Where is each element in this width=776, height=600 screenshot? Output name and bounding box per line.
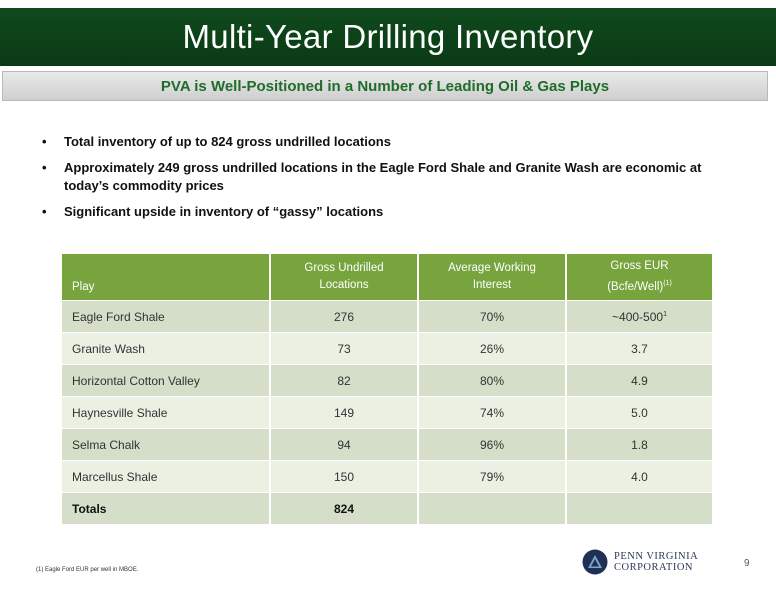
cell-play: Marcellus Shale <box>62 460 271 493</box>
bullet-icon: • <box>42 160 47 175</box>
table-row: Granite Wash 73 26% 3.7 <box>62 332 712 365</box>
logo-line1: PENN VIRGINIA <box>614 551 699 562</box>
cell-interest: 96% <box>418 428 567 461</box>
bullet-item: • Approximately 249 gross undrilled loca… <box>42 159 722 195</box>
bullet-list: • Total inventory of up to 824 gross und… <box>42 133 722 229</box>
footnote: (1) Eagle Ford EUR per well in MBOE. <box>36 567 139 573</box>
company-logo: PENN VIRGINIA CORPORATION <box>582 549 698 575</box>
title-bar: Multi-Year Drilling Inventory <box>0 8 776 66</box>
cell-eur: 5.0 <box>566 396 712 429</box>
cell-eur: 4.9 <box>566 364 712 397</box>
cell-interest: 79% <box>418 460 567 493</box>
cell-eur: 4.0 <box>566 460 712 493</box>
bullet-item: • Total inventory of up to 824 gross und… <box>42 133 722 151</box>
cell-play: Horizontal Cotton Valley <box>62 364 271 397</box>
cell-play: Granite Wash <box>62 332 271 365</box>
cell-eur: 1.8 <box>566 428 712 461</box>
cell-locations: 94 <box>270 428 419 461</box>
column-header-play: Play <box>62 254 271 301</box>
bullet-text: Significant upside in inventory of “gass… <box>64 204 384 219</box>
column-header-interest: Average Working Interest <box>418 254 567 301</box>
cell-interest: 80% <box>418 364 567 397</box>
bullet-text: Approximately 249 gross undrilled locati… <box>64 160 702 193</box>
cell-totals-label: Totals <box>62 492 271 524</box>
bullet-item: • Significant upside in inventory of “ga… <box>42 203 722 221</box>
table-row: Selma Chalk 94 96% 1.8 <box>62 428 712 461</box>
cell-locations: 276 <box>270 300 419 333</box>
cell-eur: 3.7 <box>566 332 712 365</box>
table-row: Haynesville Shale 149 74% 5.0 <box>62 396 712 429</box>
cell-empty <box>566 492 712 524</box>
table-header-row: Play Gross Undrilled Locations Average W… <box>62 254 712 301</box>
cell-empty <box>418 492 567 524</box>
cell-totals-locations: 824 <box>270 492 419 524</box>
cell-play: Haynesville Shale <box>62 396 271 429</box>
cell-locations: 149 <box>270 396 419 429</box>
cell-play: Selma Chalk <box>62 428 271 461</box>
footnote-marker: 1 <box>663 310 667 318</box>
page-title: Multi-Year Drilling Inventory <box>182 18 594 55</box>
inventory-table: Play Gross Undrilled Locations Average W… <box>62 254 712 524</box>
column-header-locations: Gross Undrilled Locations <box>270 254 419 301</box>
cell-locations: 150 <box>270 460 419 493</box>
bullet-icon: • <box>42 134 47 149</box>
totals-row: Totals 824 <box>62 492 712 524</box>
table-row: Horizontal Cotton Valley 82 80% 4.9 <box>62 364 712 397</box>
table-row: Marcellus Shale 150 79% 4.0 <box>62 460 712 493</box>
column-header-eur: Gross EUR (Bcfe/Well)(1) <box>566 254 712 301</box>
cell-play: Eagle Ford Shale <box>62 300 271 333</box>
bullet-icon: • <box>42 204 47 219</box>
cell-interest: 26% <box>418 332 567 365</box>
cell-locations: 73 <box>270 332 419 365</box>
logo-line2: CORPORATION <box>614 562 694 573</box>
cell-eur: ~400-5001 <box>566 300 712 333</box>
subtitle-bar: PVA is Well-Positioned in a Number of Le… <box>2 71 768 101</box>
cell-locations: 82 <box>270 364 419 397</box>
cell-interest: 74% <box>418 396 567 429</box>
page-number: 9 <box>744 558 750 569</box>
cell-interest: 70% <box>418 300 567 333</box>
triangle-globe-icon <box>582 549 608 575</box>
footnote-marker: (1) <box>663 280 672 288</box>
page-subtitle: PVA is Well-Positioned in a Number of Le… <box>160 77 610 95</box>
table-row: Eagle Ford Shale 276 70% ~400-5001 <box>62 300 712 333</box>
bullet-text: Total inventory of up to 824 gross undri… <box>64 134 391 149</box>
